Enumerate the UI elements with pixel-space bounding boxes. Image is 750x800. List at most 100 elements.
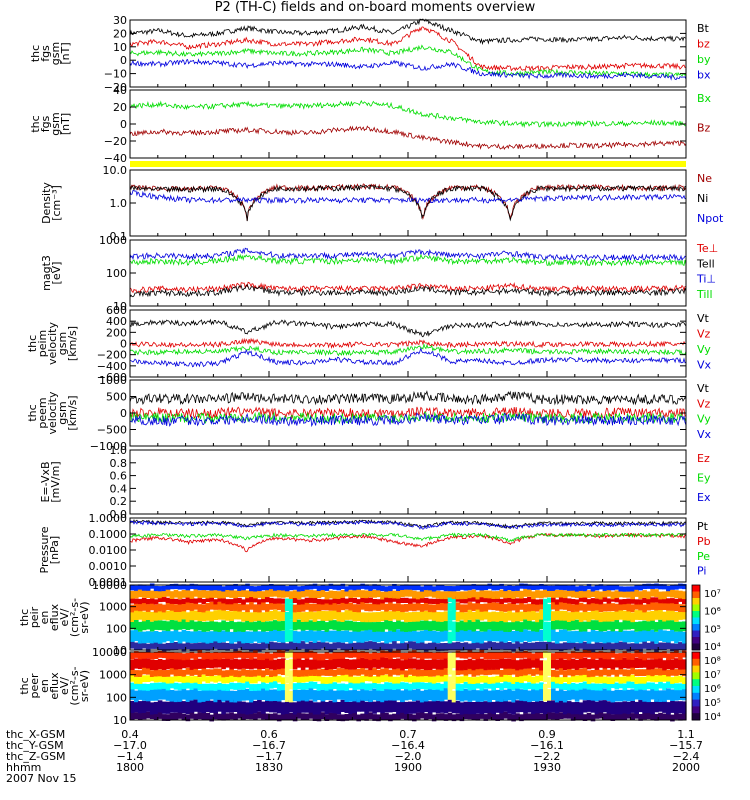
spectrogram-cell xyxy=(475,591,481,600)
spectrogram-cell xyxy=(650,713,655,721)
spectrogram-cell xyxy=(265,699,270,712)
spectrogram-cell xyxy=(551,629,556,642)
spectrogram-cell xyxy=(193,668,199,675)
spectrogram-cell xyxy=(320,676,326,684)
spectrogram-cell xyxy=(185,597,191,603)
spectrogram-cell xyxy=(169,642,175,651)
spectrogram-cell xyxy=(137,621,143,632)
spectrogram-cell xyxy=(356,641,361,650)
spectrogram-cell xyxy=(634,589,639,597)
spectrogram-cell xyxy=(495,621,500,631)
spectrogram-cell xyxy=(443,668,449,675)
spectrogram-cell xyxy=(372,589,377,598)
spectrogram-cell xyxy=(213,629,218,642)
spectrogram-cell xyxy=(340,620,346,631)
spectrogram-cell xyxy=(626,610,631,621)
spectrogram-cell xyxy=(415,611,421,622)
spectrogram-cell xyxy=(483,609,489,620)
spectrogram-cell xyxy=(193,601,199,610)
spectrogram-cell xyxy=(535,651,540,659)
spectrogram-cell xyxy=(554,584,560,590)
legend-Npot: Npot xyxy=(697,212,724,225)
spectrogram-cell xyxy=(499,611,504,621)
spectrogram-cell xyxy=(511,630,516,643)
y-tick-label: 0 xyxy=(120,407,127,420)
series-line-Ne xyxy=(129,183,687,221)
spectrogram-cell xyxy=(225,584,230,590)
spectrogram-cell xyxy=(165,602,171,610)
x-axis-value: 2000 xyxy=(672,761,700,774)
spectrogram-cell xyxy=(638,714,643,721)
spectrogram-cell xyxy=(423,584,429,591)
spectrogram-cell xyxy=(209,674,214,682)
spectrogram-cell xyxy=(495,659,500,670)
spectrogram-cell xyxy=(269,675,274,683)
colorbar-frame xyxy=(691,651,701,721)
spectrogram-cell xyxy=(404,670,409,678)
spectrogram-cell xyxy=(570,641,576,649)
spectrogram-cell xyxy=(527,588,532,597)
spectrogram-cell xyxy=(654,609,659,620)
spectrogram-cell xyxy=(340,590,346,598)
spectrogram-cell xyxy=(415,620,421,631)
spectrogram-cell xyxy=(304,689,310,702)
spectrogram-cell xyxy=(574,609,580,620)
x-axis-value: −16.7 xyxy=(252,739,286,752)
spectrogram-cell xyxy=(384,619,389,630)
spectrogram-cell xyxy=(169,652,175,659)
spectrogram-cell xyxy=(161,682,167,689)
spectrogram-cell xyxy=(459,714,465,722)
spectrogram-cell xyxy=(165,584,171,590)
spectrogram-cell xyxy=(356,676,361,684)
spectrogram-cell xyxy=(531,669,536,676)
spectrogram-cell xyxy=(682,604,687,613)
spectrogram-cell xyxy=(590,689,596,701)
spectrogram-cell xyxy=(554,631,560,644)
spectrogram-cell xyxy=(400,712,405,719)
spectrogram-cell xyxy=(459,684,465,691)
spectrogram-cell xyxy=(348,702,353,715)
spectrogram-cell xyxy=(487,602,492,610)
spectrogram-cell xyxy=(376,676,381,684)
spectrogram-cell xyxy=(682,701,687,714)
spectrogram-cell xyxy=(547,597,552,603)
spectrogram-cell xyxy=(614,682,620,690)
y-axis-label: Pressure xyxy=(38,526,51,573)
spectrogram-cell xyxy=(304,630,310,643)
spectrogram-cell xyxy=(249,701,254,715)
spectrogram-cell xyxy=(229,659,234,670)
y-tick-label: 40 xyxy=(113,84,127,97)
spectrogram-cell xyxy=(233,674,238,682)
spectrogram-cell xyxy=(292,689,298,702)
spectrogram-cell xyxy=(618,676,624,684)
spectrogram-cell xyxy=(479,712,485,719)
spectrogram-cell xyxy=(253,684,258,691)
spectrogram-cell xyxy=(447,699,453,712)
spectrogram-cell xyxy=(205,669,211,676)
spectrogram-cell xyxy=(392,668,397,675)
spectrogram-cell xyxy=(360,689,365,701)
spectrogram-cell xyxy=(662,611,667,622)
spectrogram-cell xyxy=(626,652,631,660)
spectrogram-cell xyxy=(471,702,477,715)
spectrogram-cell xyxy=(328,682,334,690)
y-axis-label: en xyxy=(38,679,51,693)
spectrogram-cell xyxy=(455,713,461,721)
spectrogram-cell xyxy=(197,597,203,603)
spectrogram-cell xyxy=(618,653,624,660)
spectrogram-cell xyxy=(558,619,564,630)
spectrogram-cell xyxy=(499,683,504,690)
y-tick-label: 0.4 xyxy=(110,482,128,495)
spectrogram-cell xyxy=(531,591,536,600)
spectrogram-cell xyxy=(288,598,294,604)
spectrogram-cell xyxy=(566,677,572,685)
spectrogram-cell xyxy=(654,602,659,611)
spectrogram-cell xyxy=(682,677,687,684)
spectrogram-cell xyxy=(658,602,663,610)
spectrogram-cell xyxy=(535,701,540,714)
spectrogram-cell xyxy=(415,584,421,591)
spectrogram-cell xyxy=(519,651,524,659)
spectrogram-cell xyxy=(614,584,620,590)
spectrogram-cell xyxy=(527,690,532,703)
spectrogram-cell xyxy=(332,609,338,620)
